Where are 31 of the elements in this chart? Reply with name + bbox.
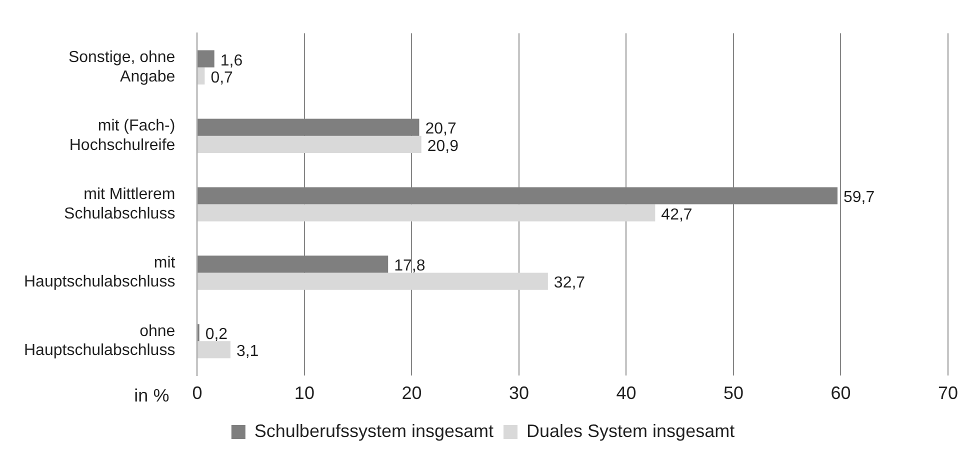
data-label: 1,6 — [220, 52, 243, 70]
x-tick-label: 40 — [616, 383, 636, 404]
legend-label: Duales System insgesamt — [526, 420, 735, 441]
x-axis-title: in % — [134, 385, 170, 406]
bar — [198, 67, 205, 85]
x-tick-label: 30 — [508, 383, 529, 404]
data-label: 20,9 — [427, 138, 459, 155]
y-tick-label: Sonstige, ohne Angabe — [68, 49, 176, 86]
y-tick-label: ohne Hauptschulabschluss — [24, 322, 176, 360]
x-tick-label: 20 — [402, 383, 422, 404]
legend-label: Schulberufssystem insgesamt — [254, 420, 494, 441]
y-tick-label: mit (Fach-) Hochschulreife — [69, 118, 176, 154]
bar — [198, 272, 548, 290]
x-tick-label: 50 — [723, 383, 744, 404]
x-tick-label: 0 — [192, 383, 202, 404]
data-label: 59,7 — [844, 189, 875, 206]
x-tick-label: 60 — [830, 383, 851, 404]
x-tick-label: 10 — [294, 383, 314, 404]
data-label: 17,8 — [394, 258, 426, 275]
x-tick-label: 70 — [938, 383, 958, 404]
bar — [198, 204, 656, 222]
data-label: 32,7 — [554, 274, 586, 292]
data-label: 0,7 — [210, 69, 234, 86]
bar — [198, 136, 422, 153]
bar — [198, 341, 230, 358]
y-tick-label: mit Hauptschulabschluss — [24, 254, 176, 291]
data-label: 3,1 — [236, 343, 259, 360]
data-label: 0,2 — [205, 326, 228, 344]
data-label: 42,7 — [661, 206, 692, 224]
y-tick-label: mit Mittlerem Schulabschluss — [64, 186, 176, 222]
data-label: 20,7 — [425, 120, 456, 138]
